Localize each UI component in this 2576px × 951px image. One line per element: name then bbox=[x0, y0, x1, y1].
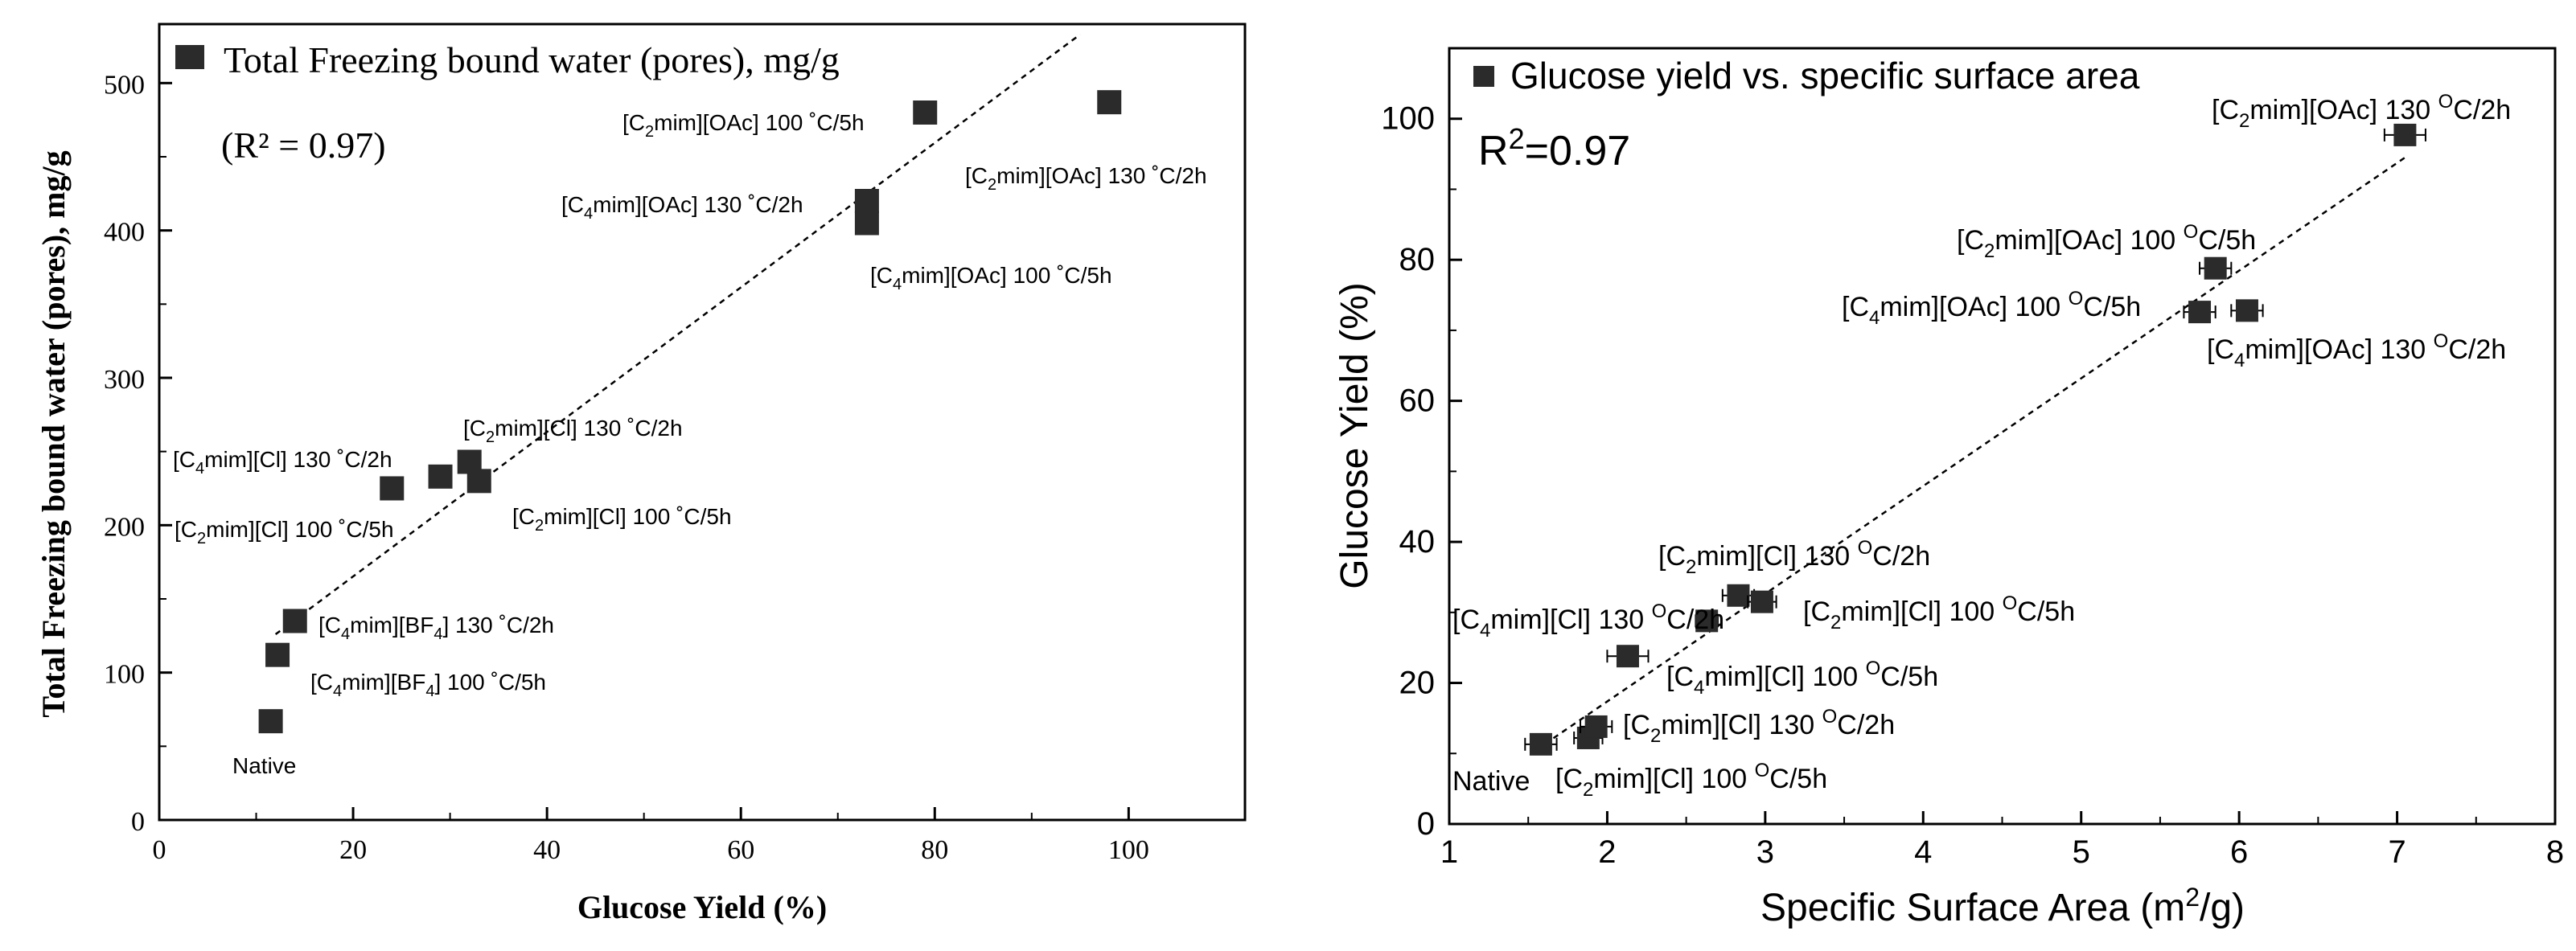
left-x-tick-label: 20 bbox=[339, 835, 367, 865]
right-x-tick-label: 7 bbox=[2388, 834, 2405, 870]
left-ann-c2cl-130: [C2mim][Cl] 130 ˚C/2h bbox=[463, 416, 683, 446]
left-x-axis-title: Glucose Yield (%) bbox=[577, 889, 827, 925]
right-fit-line-group bbox=[1535, 156, 2406, 751]
right-ann-c4oac-100: [C4mim][OAc] 100 OC/5h bbox=[1842, 288, 2141, 329]
right-data-point bbox=[1727, 584, 1750, 607]
left-ann-c4cl-130: [C4mim][Cl] 130 ˚C/2h bbox=[173, 447, 392, 478]
right-data-point bbox=[1695, 609, 1719, 633]
right-ann-c2oac-130: [C2mim][OAc] 130 OC/2h bbox=[2212, 91, 2511, 132]
right-x-tick-label: 6 bbox=[2230, 834, 2248, 870]
right-ann-c4cl-130: [C4mim][Cl] 130 OC/2h bbox=[1452, 601, 1724, 642]
left-legend-marker bbox=[175, 45, 204, 69]
left-ann-native: Native bbox=[232, 753, 296, 778]
left-ann-c4oac-100: [C4mim][OAc] 100 ˚C/5h bbox=[870, 263, 1112, 293]
left-legend-label: Total Freezing bound water (pores), mg/g bbox=[224, 39, 840, 80]
left-x-tick-label: 100 bbox=[1108, 835, 1149, 865]
left-ann-bf4-130: [C4mim][BF4] 130 ˚C/2h bbox=[318, 613, 554, 643]
left-x-tick-label: 40 bbox=[533, 835, 561, 865]
left-ann-bf4-100: [C4mim][BF4] 100 ˚C/5h bbox=[310, 670, 546, 700]
left-data-point bbox=[466, 469, 491, 494]
right-y-tick-label: 80 bbox=[1399, 242, 1436, 277]
right-ann-c2cl-130b: [C2mim][Cl] 130 OC/2h bbox=[1658, 537, 1930, 578]
left-data-point bbox=[854, 189, 879, 213]
right-x-axis-title: Specific Surface Area (m2/g) bbox=[1760, 883, 2245, 929]
left-data-points bbox=[258, 90, 1122, 734]
right-legend-marker bbox=[1473, 66, 1494, 87]
right-x-tick-label: 8 bbox=[2546, 834, 2564, 870]
left-r2-label: (R² = 0.97) bbox=[221, 125, 386, 166]
right-ann-c4cl-100: [C4mim][Cl] 100 OC/5h bbox=[1666, 658, 1938, 699]
left-y-tick-label: 400 bbox=[104, 218, 145, 248]
left-ann-c4oac-130: [C4mim][OAc] 130 ˚C/2h bbox=[561, 192, 803, 223]
right-x-tick-label: 4 bbox=[1914, 834, 1932, 870]
right-y-tick-label: 40 bbox=[1399, 524, 1436, 560]
right-x-tick-label: 5 bbox=[2073, 834, 2090, 870]
left-x-tick-label: 60 bbox=[727, 835, 754, 865]
left-ann-c2cl-100a: [C2mim][Cl] 100 ˚C/5h bbox=[175, 517, 394, 547]
left-x-tick-label: 80 bbox=[921, 835, 948, 865]
right-ann-c4oac-130: [C4mim][OAc] 130 OC/2h bbox=[2207, 330, 2506, 371]
right-y-tick-label: 0 bbox=[1417, 806, 1435, 842]
right-data-point bbox=[1529, 732, 1552, 756]
right-data-point bbox=[1584, 715, 1608, 738]
left-ann-c2cl-100b: [C2mim][Cl] 100 ˚C/5h bbox=[512, 504, 732, 535]
left-data-point bbox=[258, 709, 283, 734]
left-data-point bbox=[428, 464, 453, 489]
right-y-tick-label: 60 bbox=[1399, 383, 1436, 419]
right-ann-c2cl-130a: [C2mim][Cl] 130 OC/2h bbox=[1623, 706, 1895, 747]
right-ann-native: Native bbox=[1452, 766, 1530, 797]
right-data-point bbox=[1750, 590, 1773, 613]
left-chart: 0 20 40 60 80 100 0 100 200 300 400 500 Total Freez… bbox=[35, 23, 1247, 925]
left-data-point bbox=[1097, 90, 1122, 115]
left-data-point bbox=[265, 642, 290, 667]
right-ann-c2cl-100b: [C2mim][Cl] 100 OC/5h bbox=[1803, 592, 2075, 633]
left-data-point bbox=[913, 100, 938, 125]
left-fit-line bbox=[274, 33, 1081, 636]
right-ann-c2oac-100: [C2mim][OAc] 100 OC/5h bbox=[1957, 221, 2256, 262]
left-y-tick-label: 200 bbox=[104, 512, 145, 542]
left-x-tick-label: 0 bbox=[153, 835, 166, 865]
right-data-points bbox=[1524, 123, 2426, 756]
right-legend-label: Glucose yield vs. specific surface area bbox=[1510, 55, 2140, 96]
left-ann-c2oac-130: [C2mim][OAc] 130 ˚C/2h bbox=[965, 163, 1207, 194]
right-y-tick-label: 100 bbox=[1381, 101, 1435, 137]
right-fit-line bbox=[1535, 156, 2406, 751]
right-data-point bbox=[2204, 256, 2227, 280]
left-y-tick-label: 300 bbox=[104, 365, 145, 395]
right-r2-label: R2=0.97 bbox=[1478, 122, 1630, 174]
right-y-tick-label: 20 bbox=[1399, 666, 1436, 701]
left-fit-line-group bbox=[274, 33, 1081, 636]
left-y-tick-label: 0 bbox=[131, 807, 145, 837]
right-data-point bbox=[1616, 645, 1639, 668]
right-x-tick-label: 2 bbox=[1598, 834, 1616, 870]
left-axis-ticks: 0 20 40 60 80 100 0 100 200 300 400 500 bbox=[104, 70, 1149, 865]
right-ann-c2cl-100a: [C2mim][Cl] 100 OC/5h bbox=[1555, 760, 1827, 801]
right-data-point bbox=[2393, 123, 2417, 146]
left-y-tick-label: 100 bbox=[104, 660, 145, 690]
right-data-point bbox=[2188, 301, 2212, 324]
left-plot-frame bbox=[158, 23, 1247, 822]
left-data-point bbox=[380, 476, 405, 501]
left-data-point bbox=[854, 211, 879, 236]
left-data-point bbox=[282, 609, 307, 633]
left-y-axis-title: Total Freezing bound water (pores), mg/g bbox=[35, 150, 72, 717]
left-y-tick-label: 500 bbox=[104, 70, 145, 100]
right-x-tick-label: 3 bbox=[1756, 834, 1774, 870]
right-y-axis-title: Glucose Yield (%) bbox=[1333, 282, 1376, 589]
right-x-tick-label: 1 bbox=[1440, 834, 1458, 870]
right-data-point bbox=[2235, 299, 2258, 322]
left-ann-c2oac-100: [C2mim][OAc] 100 ˚C/5h bbox=[622, 110, 865, 141]
